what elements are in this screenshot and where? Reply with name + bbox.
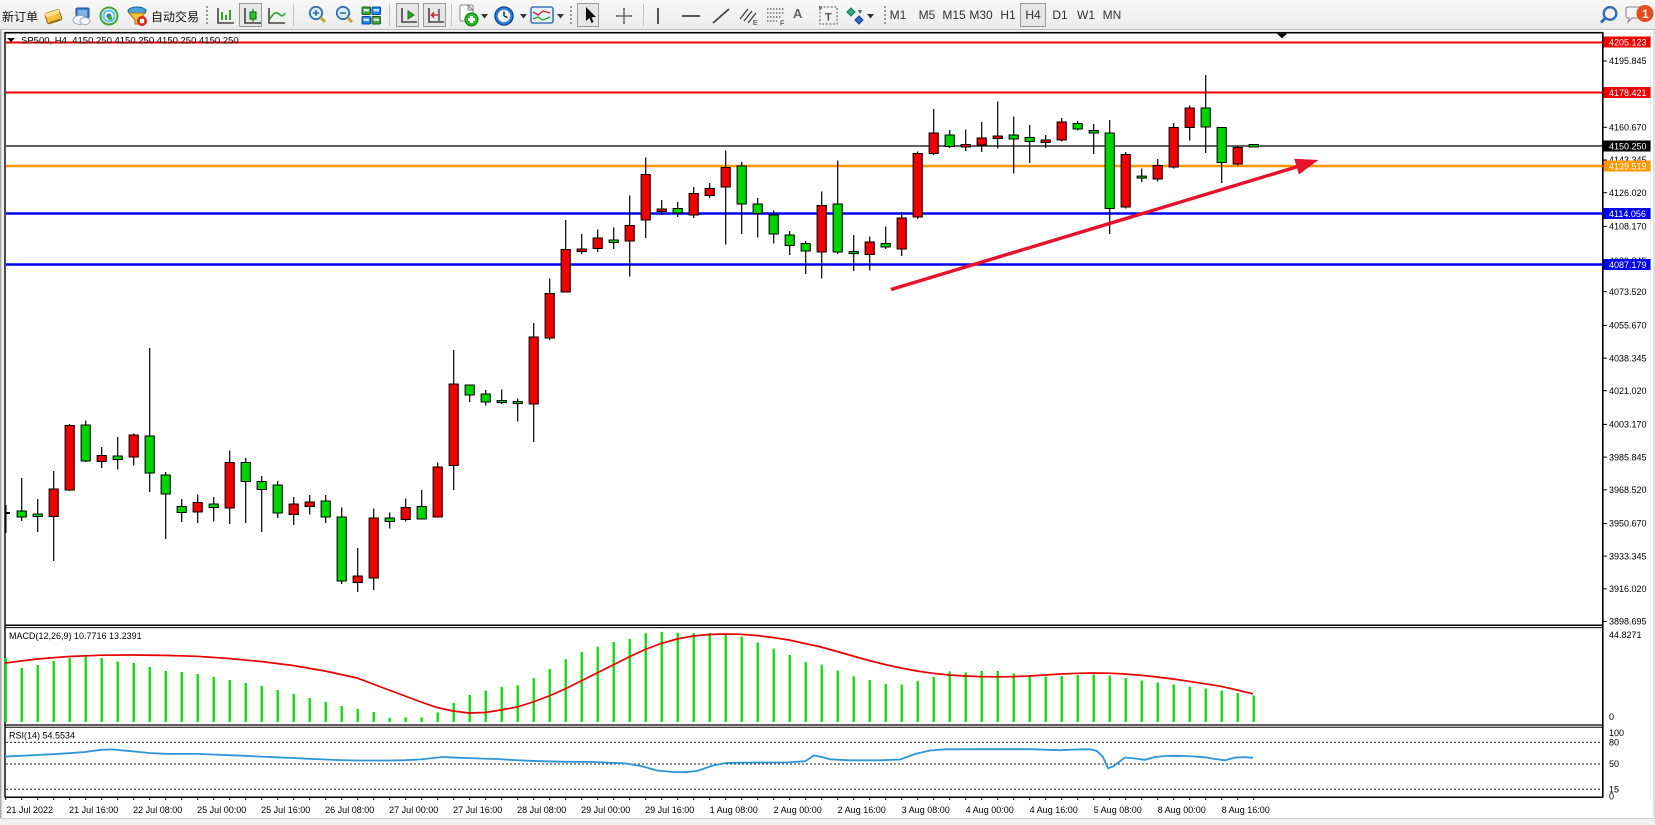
svg-text:4003.170: 4003.170 — [1609, 420, 1647, 430]
svg-text:4150.250: 4150.250 — [1609, 142, 1647, 152]
svg-text:2 Aug 16:00: 2 Aug 16:00 — [838, 805, 886, 815]
svg-text:0: 0 — [1609, 712, 1614, 722]
svg-text:0: 0 — [1609, 792, 1614, 802]
svg-text:4 Aug 16:00: 4 Aug 16:00 — [1030, 805, 1078, 815]
svg-text:25 Jul 16:00: 25 Jul 16:00 — [261, 805, 310, 815]
svg-text:21 Jul 16:00: 21 Jul 16:00 — [69, 805, 118, 815]
svg-text:4195.845: 4195.845 — [1609, 56, 1647, 66]
svg-text:1: 1 — [1642, 7, 1649, 21]
svg-text:26 Jul 08:00: 26 Jul 08:00 — [325, 805, 374, 815]
svg-text:4108.170: 4108.170 — [1609, 222, 1647, 232]
svg-text:29 Jul 00:00: 29 Jul 00:00 — [581, 805, 630, 815]
svg-text:8 Aug 16:00: 8 Aug 16:00 — [1222, 805, 1270, 815]
svg-text:SP500, H4 4150.250 4150.250 4: SP500, H4 4150.250 4150.250 4150.250 415… — [21, 36, 239, 47]
svg-text:3985.845: 3985.845 — [1609, 452, 1647, 462]
svg-text:100: 100 — [1609, 728, 1624, 738]
svg-text:3933.345: 3933.345 — [1609, 551, 1647, 561]
svg-text:2 Aug 00:00: 2 Aug 00:00 — [774, 805, 822, 815]
svg-text:3 Aug 08:00: 3 Aug 08:00 — [902, 805, 950, 815]
svg-text:4143.345: 4143.345 — [1609, 155, 1647, 165]
svg-text:1 Aug 08:00: 1 Aug 08:00 — [710, 805, 758, 815]
svg-text:27 Jul 16:00: 27 Jul 16:00 — [453, 805, 502, 815]
svg-text:50: 50 — [1609, 759, 1619, 769]
svg-text:44.8271: 44.8271 — [1609, 630, 1642, 640]
svg-text:4087.179: 4087.179 — [1609, 260, 1647, 270]
svg-text:29 Jul 16:00: 29 Jul 16:00 — [645, 805, 694, 815]
svg-text:3916.020: 3916.020 — [1609, 584, 1647, 594]
svg-text:25 Jul 00:00: 25 Jul 00:00 — [197, 805, 246, 815]
svg-text:4114.056: 4114.056 — [1609, 209, 1646, 219]
svg-text:4055.670: 4055.670 — [1609, 321, 1647, 331]
svg-text:3898.695: 3898.695 — [1609, 617, 1647, 627]
svg-text:4126.020: 4126.020 — [1609, 188, 1647, 198]
svg-text:4038.345: 4038.345 — [1609, 353, 1647, 363]
svg-text:4178.421: 4178.421 — [1609, 88, 1647, 98]
svg-text:4073.520: 4073.520 — [1609, 287, 1647, 297]
svg-text:15: 15 — [1609, 784, 1619, 794]
svg-text:27 Jul 00:00: 27 Jul 00:00 — [389, 805, 438, 815]
svg-text:MACD(12,26,9) 10.7716 13.2391: MACD(12,26,9) 10.7716 13.2391 — [9, 631, 142, 641]
svg-text:E: E — [753, 20, 758, 27]
svg-text:8 Aug 00:00: 8 Aug 00:00 — [1158, 805, 1206, 815]
svg-text:4 Aug 00:00: 4 Aug 00:00 — [966, 805, 1014, 815]
svg-text:4021.020: 4021.020 — [1609, 386, 1647, 396]
svg-text:RSI(14) 54.5534: RSI(14) 54.5534 — [9, 731, 75, 741]
svg-text:22 Jul 08:00: 22 Jul 08:00 — [133, 805, 182, 815]
svg-text:28 Jul 08:00: 28 Jul 08:00 — [517, 805, 566, 815]
svg-text:3968.520: 3968.520 — [1609, 485, 1647, 495]
svg-text:F: F — [780, 21, 784, 28]
svg-text:4160.670: 4160.670 — [1609, 123, 1647, 133]
svg-text:5 Aug 08:00: 5 Aug 08:00 — [1094, 805, 1142, 815]
svg-text:4205.123: 4205.123 — [1609, 38, 1647, 48]
svg-text:80: 80 — [1609, 738, 1619, 748]
svg-text:4139.519: 4139.519 — [1609, 162, 1647, 172]
svg-text:T: T — [825, 12, 832, 24]
svg-text:21 Jul 2022: 21 Jul 2022 — [6, 805, 53, 815]
svg-text:3950.670: 3950.670 — [1609, 519, 1647, 529]
